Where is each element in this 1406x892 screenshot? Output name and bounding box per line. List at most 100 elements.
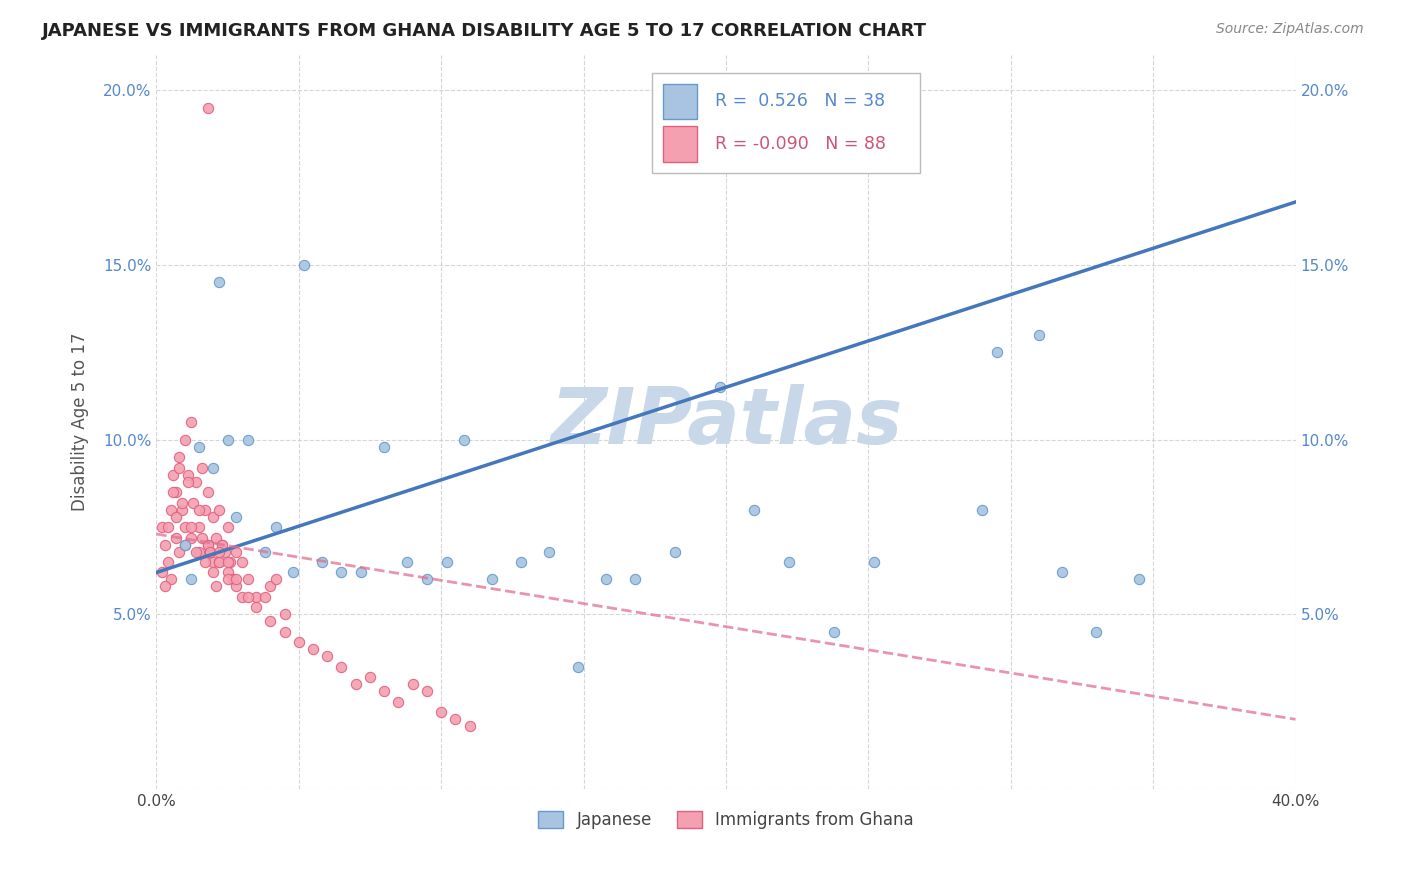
Point [863, 555, 886, 569]
Point [180, 573, 202, 587]
Point [1085, 624, 1108, 639]
Point [156, 555, 179, 569]
Point [245, 590, 267, 604]
Point [778, 555, 800, 569]
Point [173, 537, 195, 551]
Point [165, 509, 187, 524]
Point [823, 624, 845, 639]
Point [188, 502, 211, 516]
Point [202, 566, 225, 580]
Point [395, 555, 418, 569]
FancyBboxPatch shape [664, 84, 697, 119]
Point [173, 537, 195, 551]
Point [416, 573, 439, 587]
Point [222, 573, 245, 587]
Point [225, 509, 247, 524]
Text: Source: ZipAtlas.com: Source: ZipAtlas.com [1216, 22, 1364, 37]
FancyBboxPatch shape [664, 127, 697, 161]
Point [416, 684, 439, 698]
Point [253, 544, 276, 558]
Point [264, 573, 287, 587]
Point [330, 660, 353, 674]
Point [458, 719, 481, 733]
Point [744, 502, 766, 516]
Point [217, 555, 239, 569]
Point [183, 495, 205, 509]
Point [264, 520, 287, 534]
Point [162, 467, 184, 482]
Point [1028, 327, 1050, 342]
Point [281, 566, 304, 580]
Point [972, 502, 994, 516]
Point [294, 258, 316, 272]
Point [159, 573, 181, 587]
Point [176, 467, 198, 482]
Point [1050, 566, 1073, 580]
Point [225, 544, 247, 558]
Point [273, 624, 295, 639]
Point [211, 537, 233, 551]
Point [595, 573, 617, 587]
Point [567, 660, 589, 674]
Point [217, 433, 239, 447]
Point [176, 475, 198, 489]
Point [197, 537, 219, 551]
Point [205, 579, 228, 593]
Point [1128, 573, 1150, 587]
Point [188, 440, 211, 454]
Point [219, 555, 242, 569]
Point [624, 573, 647, 587]
Point [436, 555, 458, 569]
Point [387, 695, 409, 709]
Point [481, 573, 503, 587]
Point [170, 502, 193, 516]
Point [453, 433, 475, 447]
Point [150, 520, 173, 534]
Text: R = -0.090   N = 88: R = -0.090 N = 88 [714, 135, 886, 153]
Point [180, 415, 202, 429]
Point [402, 677, 425, 691]
Legend: Japanese, Immigrants from Ghana: Japanese, Immigrants from Ghana [531, 805, 921, 836]
Point [316, 649, 339, 664]
Point [236, 433, 259, 447]
Point [350, 566, 373, 580]
Point [159, 502, 181, 516]
Point [373, 440, 395, 454]
Point [344, 677, 367, 691]
Point [180, 531, 202, 545]
Point [231, 590, 253, 604]
Point [287, 635, 309, 649]
Point [153, 537, 176, 551]
Point [167, 544, 190, 558]
Point [197, 101, 219, 115]
Point [214, 544, 236, 558]
Point [153, 579, 176, 593]
Point [202, 460, 225, 475]
Text: ZIPatlas: ZIPatlas [550, 384, 903, 460]
Point [538, 544, 561, 558]
Point [197, 537, 219, 551]
Point [208, 555, 231, 569]
Point [330, 566, 353, 580]
Point [217, 520, 239, 534]
Point [186, 544, 208, 558]
Point [150, 566, 173, 580]
Point [180, 520, 202, 534]
Point [202, 509, 225, 524]
Point [253, 590, 276, 604]
Point [359, 670, 381, 684]
Point [259, 615, 281, 629]
Point [186, 475, 208, 489]
Point [217, 566, 239, 580]
Point [188, 520, 211, 534]
Point [191, 460, 214, 475]
Text: R =  0.526   N = 38: R = 0.526 N = 38 [714, 93, 884, 111]
Point [236, 590, 259, 604]
Point [208, 555, 231, 569]
Point [191, 531, 214, 545]
Point [231, 555, 253, 569]
Point [430, 706, 453, 720]
Point [167, 460, 190, 475]
Point [373, 684, 395, 698]
Point [173, 433, 195, 447]
